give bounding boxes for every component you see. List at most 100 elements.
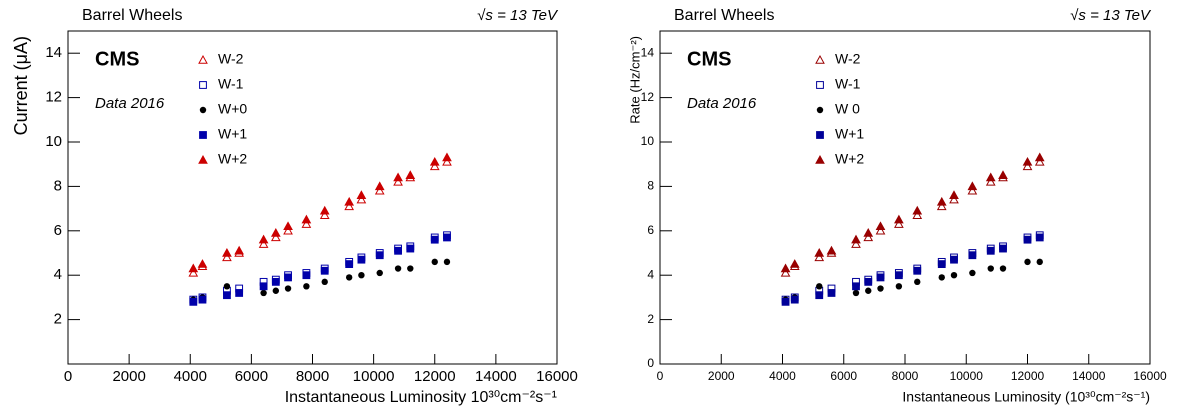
legend-label: W-2	[835, 51, 861, 67]
point	[270, 232, 281, 242]
point	[320, 266, 329, 275]
point	[272, 287, 280, 294]
point	[344, 196, 355, 206]
point	[814, 247, 825, 257]
y-tick-label: 14	[45, 44, 62, 61]
point	[852, 282, 860, 291]
x-tick-label: 16000	[536, 368, 578, 385]
point	[442, 156, 452, 166]
y-tick-label: 6	[54, 222, 62, 239]
point	[999, 265, 1007, 272]
point	[188, 263, 199, 273]
point	[197, 259, 208, 268]
y-tick-label: 12	[45, 89, 62, 106]
x-tick-label: 16000	[1133, 369, 1167, 383]
point	[234, 245, 244, 255]
point	[270, 227, 281, 237]
point	[407, 265, 414, 272]
point	[302, 271, 311, 280]
point	[937, 260, 946, 269]
data-label: Data 2016	[687, 95, 757, 112]
point	[271, 277, 280, 286]
data-label: Data 2016	[95, 95, 165, 112]
y-tick-label: 6	[647, 223, 654, 237]
point	[875, 225, 886, 235]
annotation: √s = 13 TeV	[477, 7, 559, 24]
legend-label: W+0	[218, 101, 247, 117]
legend-marker	[815, 54, 825, 64]
legend-label: W+2	[835, 151, 864, 167]
point	[1036, 258, 1043, 266]
x-tick-label: 6000	[235, 368, 268, 385]
legend-label: W-1	[218, 76, 244, 92]
point	[345, 260, 354, 269]
point	[443, 258, 451, 266]
legend-label: W-1	[835, 76, 861, 92]
point	[938, 274, 945, 281]
x-tick-label: 4000	[769, 369, 796, 383]
legend-label: W+1	[835, 126, 864, 142]
point	[1034, 152, 1045, 162]
y-tick-label: 10	[641, 134, 655, 148]
x-tick-label: 2000	[708, 369, 735, 383]
point	[321, 278, 328, 286]
x-tick-label: 6000	[830, 369, 857, 383]
x-tick-label: 10000	[950, 369, 984, 383]
point	[301, 219, 312, 228]
point	[852, 289, 860, 297]
point	[780, 263, 791, 273]
point	[985, 172, 996, 182]
y-axis-label: Current (μA)	[11, 36, 31, 135]
point	[950, 255, 958, 264]
point	[303, 283, 310, 290]
chart-title: Barrel Wheels	[674, 7, 774, 24]
point	[1034, 156, 1045, 166]
x-tick-label: 8000	[296, 368, 329, 385]
legend-marker	[816, 131, 824, 139]
point	[826, 245, 837, 255]
point	[781, 297, 790, 306]
plot-frame	[659, 30, 1151, 365]
y-tick-label: 0	[647, 356, 654, 370]
y-tick-label: 2	[647, 312, 654, 326]
chart-title: Barrel Wheels	[82, 7, 182, 24]
point	[987, 265, 994, 272]
point	[259, 282, 268, 291]
point	[780, 267, 791, 277]
point	[376, 269, 383, 277]
point	[442, 152, 452, 162]
x-tick-label: 12000	[1011, 369, 1045, 383]
point	[430, 235, 439, 244]
point	[357, 255, 366, 264]
point	[936, 201, 947, 211]
point	[258, 239, 269, 248]
point	[1023, 235, 1032, 244]
point	[345, 274, 353, 281]
point	[875, 221, 886, 231]
legend-label: W 0	[835, 101, 860, 117]
point	[827, 289, 836, 297]
point	[851, 234, 861, 244]
point	[198, 295, 207, 304]
y-tick-label: 8	[54, 177, 62, 194]
x-tick-label: 4000	[174, 368, 207, 385]
point	[374, 181, 385, 191]
point	[356, 194, 367, 204]
point	[985, 176, 996, 186]
point	[986, 246, 995, 255]
point	[967, 185, 978, 195]
point	[406, 244, 415, 253]
point	[864, 277, 873, 286]
point	[393, 176, 403, 186]
point	[894, 219, 904, 228]
x-tick-label: 14000	[1072, 369, 1106, 383]
point	[394, 246, 402, 255]
x-tick-label: 8000	[892, 369, 919, 383]
point	[429, 161, 440, 171]
point	[912, 210, 923, 219]
x-tick-label: 0	[64, 368, 72, 385]
point	[260, 289, 267, 297]
point	[790, 295, 799, 304]
y-axis-label: Rate (Hz/cm⁻²)	[627, 36, 642, 124]
point	[222, 247, 232, 257]
